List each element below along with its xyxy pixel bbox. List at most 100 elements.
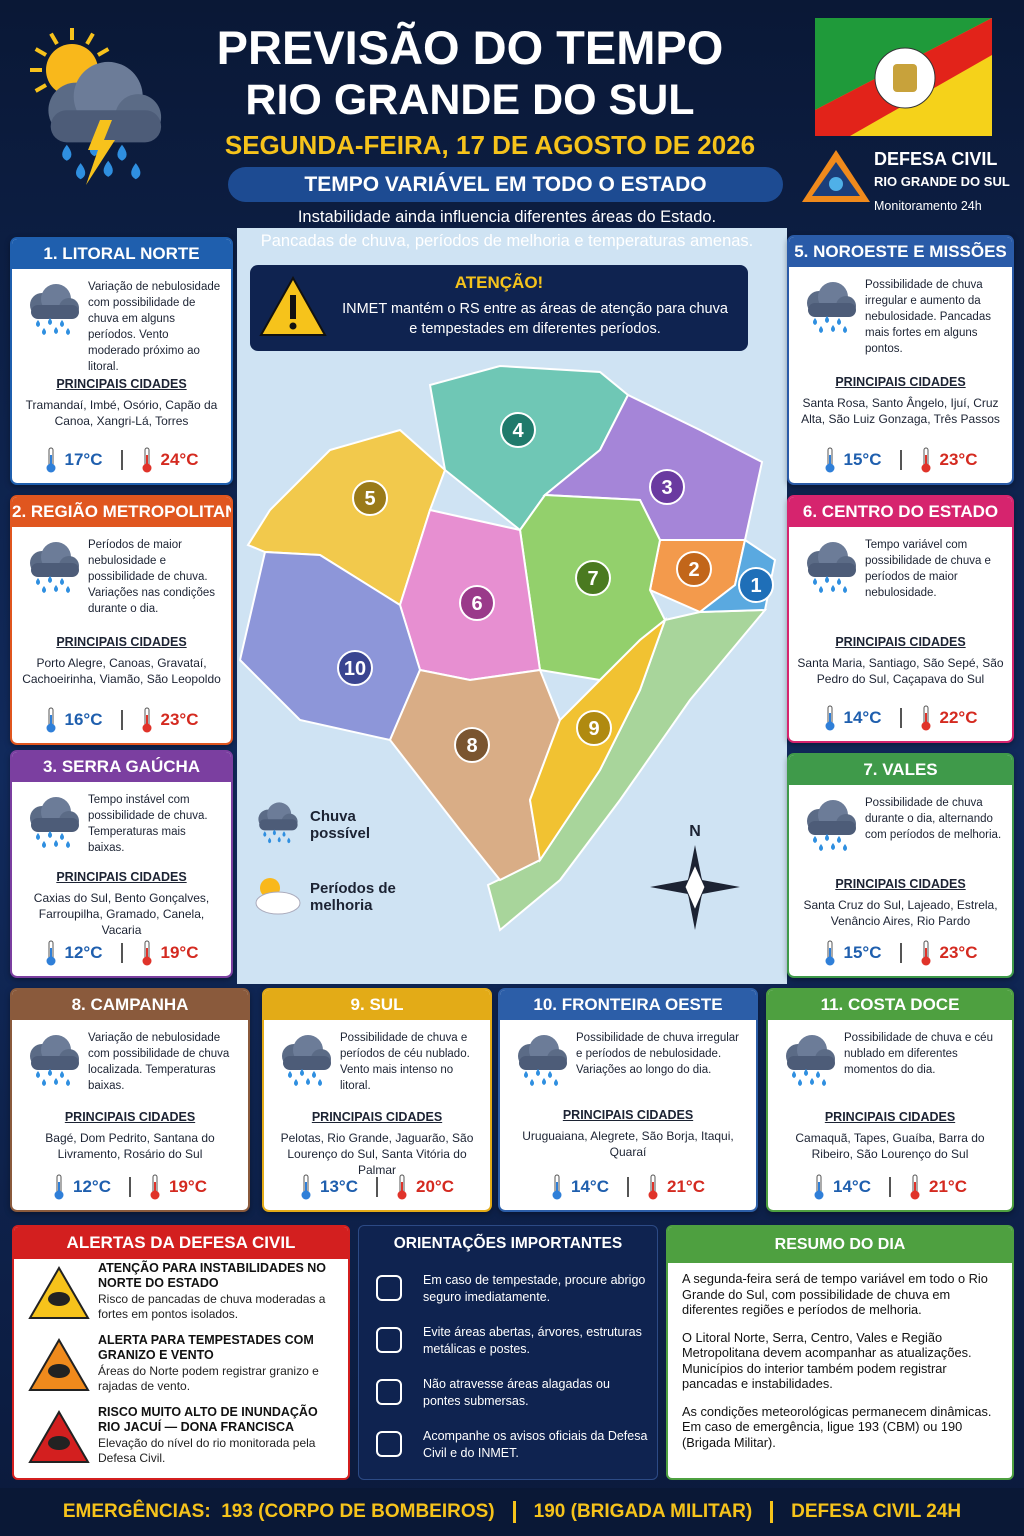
- raindrop: [282, 831, 286, 837]
- thermometer-bulb: [825, 956, 835, 966]
- map-marker-label: 5: [364, 488, 375, 510]
- thermometer-bulb: [301, 1190, 311, 1200]
- cities-heading: PRINCIPAIS CIDADES: [562, 1108, 694, 1122]
- thermometer-fill: [924, 948, 927, 960]
- guidance-icon: [376, 1379, 402, 1405]
- region-cities: Santa Cruz do Sul, Lajeado, Estrela, Ven…: [803, 898, 998, 928]
- map-marker-label: 8: [466, 735, 477, 757]
- region-title: 7. VALES: [789, 755, 1012, 785]
- region-description: Variação de nebulosidade com possibilida…: [88, 281, 221, 373]
- raindrop: [268, 837, 272, 844]
- cities-heading: PRINCIPAIS CIDADES: [835, 877, 966, 891]
- raindrop: [843, 844, 847, 851]
- temp-max: 21°C: [929, 1177, 967, 1196]
- map-marker-label: 1: [750, 575, 761, 597]
- raindrop: [66, 1079, 70, 1086]
- alert-text: Áreas do Norte podem registrar granizo e…: [98, 1364, 319, 1393]
- raindrop: [837, 318, 841, 325]
- raindrop: [48, 831, 52, 838]
- temperature-row: 14°C 21°C: [500, 1174, 756, 1200]
- region-cities: Pelotas, Rio Grande, Jaguarão, São Loure…: [280, 1131, 474, 1177]
- region-title: 6. CENTRO DO ESTADO: [789, 497, 1012, 527]
- temperature-row: 17°C 24°C: [12, 447, 231, 473]
- region-card: 10. FRONTEIRA OESTE Possibilidade de chuv…: [498, 988, 758, 1212]
- raindrop: [117, 144, 127, 161]
- lightning: [86, 120, 115, 185]
- temp-max: 19°C: [169, 1177, 207, 1196]
- thermometer-fill: [924, 455, 927, 467]
- icon: [259, 275, 327, 336]
- thermometer-bulb: [910, 1190, 920, 1200]
- raindrop: [306, 1078, 310, 1085]
- region-cities: Tramandaí, Imbé, Osório, Capão da Canoa,…: [25, 398, 218, 428]
- raindrop: [48, 318, 52, 325]
- icon: [397, 1174, 407, 1200]
- region-card: 5. NOROESTE E MISSÕES Possibilidade de ch…: [787, 235, 1014, 485]
- temp-separator: [376, 1177, 378, 1197]
- region-title: 1. LITORAL NORTE: [12, 239, 231, 269]
- temp-max: 24°C: [160, 450, 199, 469]
- intro: Pancadas de chuva, períodos de melhoria …: [260, 232, 754, 250]
- intro: Instabilidade ainda influencia diferente…: [297, 208, 717, 226]
- summary-paragraph: A segunda-feira será de tempo variável e…: [682, 1271, 988, 1317]
- rain-cloud: [258, 802, 298, 844]
- summary-panel: RESUMO DO DIA A segunda-feira será de tem…: [666, 1225, 1014, 1480]
- temp-min: 13°C: [320, 1177, 358, 1196]
- map-marker: [454, 727, 490, 763]
- alert-text: Elevação do nível do rio monitorada pela…: [98, 1436, 316, 1465]
- map-marker: [337, 650, 373, 686]
- temp-separator: [627, 1177, 629, 1197]
- rain-cloud: [518, 1035, 567, 1086]
- raindrop: [48, 1069, 52, 1076]
- compass: N: [650, 823, 740, 930]
- alert-title: ALERTA PARA TEMPESTADES COM GRANIZO E VE…: [98, 1333, 314, 1362]
- raindrop: [60, 578, 64, 585]
- cloud-part: [31, 1056, 79, 1070]
- temperature-row: 15°C 23°C: [789, 447, 1012, 473]
- org-name: DEFESA CIVIL: [874, 149, 998, 169]
- raindrop: [54, 327, 58, 334]
- raindrop: [288, 1071, 292, 1078]
- region-card: 11. COSTA DOCE Possibilidade de chuva e c…: [766, 988, 1014, 1212]
- temp-separator: [120, 710, 123, 730]
- raindrop: [524, 1071, 528, 1078]
- region-description: Possibilidade de chuva e céu nublado em …: [844, 1032, 993, 1076]
- icon: [46, 940, 56, 966]
- raindrop: [843, 586, 847, 593]
- attention-title: ATENÇÃO!: [454, 273, 544, 292]
- temp-max: 23°C: [160, 710, 199, 729]
- temperature-row: 15°C 23°C: [789, 940, 1012, 966]
- thermometer-fill: [145, 715, 148, 727]
- raindrop: [792, 1071, 796, 1078]
- thermometer-bulb: [397, 1190, 407, 1200]
- guidance-icon: [376, 1431, 402, 1457]
- footer: EMERGÊNCIAS: 193 (CORPO DE BOMBEIROS) 190…: [0, 1488, 1024, 1536]
- icon: [910, 1174, 920, 1200]
- icon: [54, 1174, 64, 1200]
- raindrop: [66, 328, 70, 335]
- temp-separator: [899, 943, 902, 963]
- raindrop: [810, 1078, 814, 1085]
- raindrop: [42, 328, 46, 335]
- region-card: 9. SUL Possibilidade de chuva e períodos …: [262, 988, 492, 1212]
- icon: [376, 1379, 402, 1405]
- raindrop: [825, 316, 829, 323]
- icon: [46, 707, 56, 733]
- icon: [807, 800, 856, 851]
- guidance-text: Em caso de tempestade, procure abrigo se…: [423, 1273, 646, 1304]
- region-title: 9. SUL: [264, 990, 490, 1020]
- icon: [648, 1174, 658, 1200]
- icon: [142, 940, 151, 966]
- icon: [150, 1174, 160, 1200]
- legend-label: Chuva possível: [310, 808, 371, 842]
- region-description: Possibilidade de chuva e períodos de céu…: [340, 1032, 470, 1092]
- org-region: RIO GRANDE DO SUL: [874, 174, 1010, 189]
- cities-heading: PRINCIPAIS CIDADES: [311, 1110, 443, 1124]
- compass-star: [684, 863, 706, 912]
- guidance-panel: ORIENTAÇÕES IMPORTANTES Em caso de tempes…: [358, 1225, 658, 1480]
- cloud-part: [808, 303, 856, 317]
- thermometer-bulb: [921, 463, 930, 473]
- thermometer-bulb: [142, 956, 151, 966]
- cities-heading: PRINCIPAIS CIDADES: [824, 1110, 956, 1124]
